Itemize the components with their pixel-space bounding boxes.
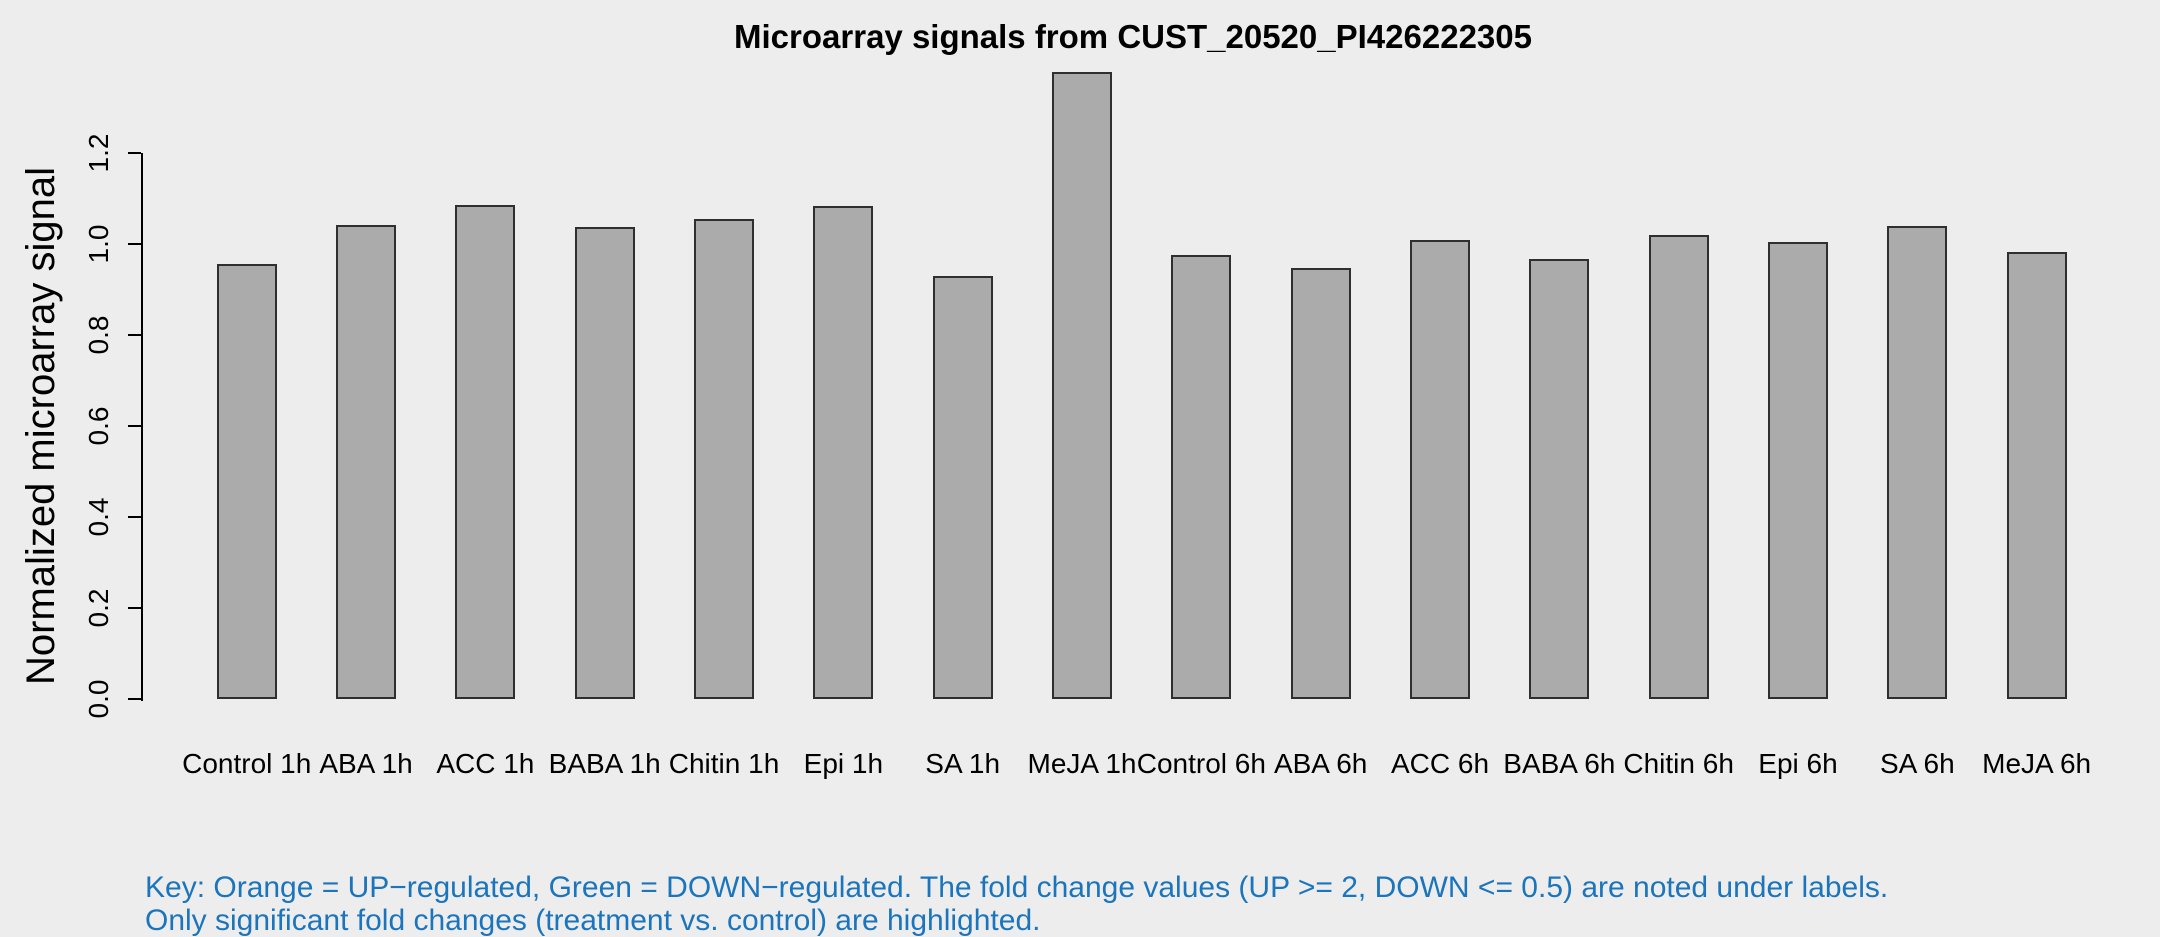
bar-control-6h [1171,255,1232,699]
x-axis-label: ABA 6h [1273,748,1368,779]
bar-meja-6h [2006,252,2067,699]
x-axis-label: ACC 6h [1390,748,1490,779]
key-note-line-1: Key: Orange = UP−regulated, Green = DOWN… [145,871,1889,904]
y-axis-tick [128,516,141,518]
y-axis-tick [128,152,141,154]
bar-acc-6h [1410,240,1470,699]
bar-control-1h [216,263,277,699]
x-axis-label: MeJA 6h [1982,748,2092,779]
bar-aba-1h [336,225,397,699]
y-axis-tick [128,425,141,427]
y-axis-tick [128,243,141,245]
bar-baba-1h [574,227,635,699]
y-axis-tick-label: 1.2 [83,133,114,173]
x-axis-label: SA 1h [925,748,1001,779]
x-axis-label: Control 6h [1136,748,1266,779]
y-axis-title: Normalized microarray signal [18,167,63,685]
x-axis-label: Epi 6h [1758,748,1838,779]
key-note: Key: Orange = UP−regulated, Green = DOWN… [145,871,1888,937]
x-axis-label: BABA 6h [1503,748,1616,779]
x-axis-label: Control 1h [182,748,312,779]
x-axis-label: Epi 1h [803,748,884,779]
bar-epi-1h [813,206,874,699]
x-axis-label: MeJA 1h [1027,748,1137,779]
y-axis-tick [128,334,141,336]
y-axis-tick [128,698,141,700]
x-axis-label: SA 6h [1879,748,1955,779]
x-axis-label: BABA 1h [548,748,661,779]
bar-meja-1h [1052,71,1112,699]
x-axis-label: Chitin 6h [1623,748,1734,779]
bar-epi-6h [1767,241,1828,699]
key-note-line-2: Only significant fold changes (treatment… [145,904,1041,937]
chart-title: Microarray signals from CUST_20520_PI426… [734,18,1532,55]
bar-chitin-1h [694,218,755,699]
bar-baba-6h [1529,259,1590,699]
bar-sa-1h [932,275,993,699]
y-axis-tick [128,607,141,609]
bar-aba-6h [1290,268,1351,699]
bar-chitin-6h [1648,234,1709,699]
x-axis-label: ACC 1h [436,748,535,779]
bar-acc-1h [455,205,516,699]
x-axis-label: ABA 1h [319,748,413,779]
x-axis-label: Chitin 1h [668,748,780,779]
bar-sa-6h [1887,226,1948,699]
y-axis-line [141,153,143,701]
